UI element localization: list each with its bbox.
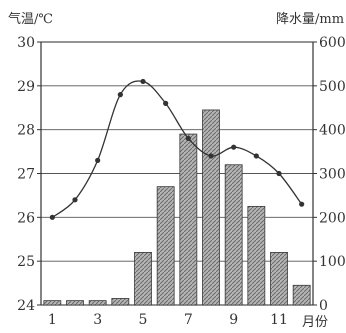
right-tick-label: 200	[319, 210, 346, 226]
right-tick-label: 600	[319, 35, 346, 51]
left-tick-label: 30	[17, 35, 35, 51]
temperature-line	[49, 78, 305, 220]
left-tick-label: 28	[17, 123, 35, 139]
left-tick-label: 24	[17, 298, 35, 314]
temperature-point	[253, 153, 259, 159]
temperature-point	[163, 100, 169, 106]
precipitation-bar	[111, 298, 130, 306]
temperature-point	[72, 197, 78, 203]
x-tick-label: 7	[184, 312, 193, 328]
temperature-point	[185, 135, 191, 142]
x-tick-label: 5	[139, 312, 148, 328]
precipitation-bar	[270, 251, 288, 306]
temperature-point	[208, 153, 214, 159]
left-tick-label: 25	[17, 254, 35, 270]
precipitation-bar	[179, 133, 198, 306]
left-axis-title: 气温/℃	[8, 11, 53, 27]
precipitation-bar	[156, 186, 175, 306]
temperature-point	[231, 144, 237, 150]
x-axis-title: 月份	[302, 315, 328, 330]
precipitation-bar	[247, 205, 266, 306]
right-axis-title: 降水量/mm	[276, 12, 344, 27]
temperature-point	[95, 157, 101, 163]
precipitation-bar	[43, 300, 62, 306]
x-tick-label: 11	[270, 312, 288, 328]
temperature-series-line	[51, 80, 303, 218]
gridlines	[41, 41, 313, 306]
precipitation-bar	[66, 300, 84, 306]
temperature-point	[299, 201, 305, 207]
precipitation-bar	[88, 300, 107, 306]
precipitation-bar	[134, 251, 152, 306]
precipitation-bar	[202, 109, 220, 306]
right-tick-label: 300	[319, 167, 346, 183]
temperature-point	[140, 78, 146, 85]
temperature-point	[276, 170, 282, 177]
x-tick-label: 9	[229, 312, 238, 328]
precipitation-bar	[292, 284, 311, 306]
axes	[37, 41, 317, 306]
left-tick-label: 26	[17, 210, 35, 226]
right-tick-label: 500	[319, 79, 346, 95]
right-tick-label: 0	[319, 298, 328, 314]
right-tick-label: 400	[319, 123, 346, 139]
x-tick-label: 1	[48, 312, 57, 328]
temperature-point	[117, 92, 123, 98]
left-tick-label: 29	[17, 79, 35, 95]
x-tick-label: 3	[93, 312, 102, 328]
precipitation-bar	[224, 164, 243, 306]
precipitation-bars	[43, 109, 311, 306]
right-tick-label: 100	[319, 254, 346, 270]
temperature-point	[49, 214, 55, 220]
left-tick-label: 27	[17, 167, 35, 183]
